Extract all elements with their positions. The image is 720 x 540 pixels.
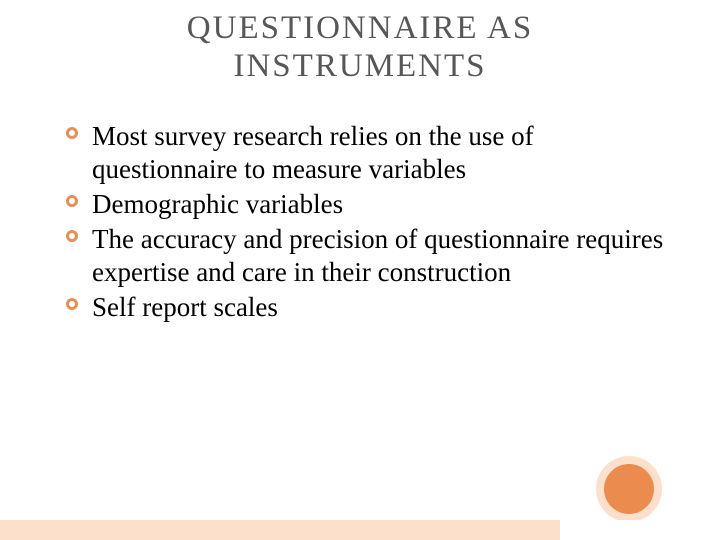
title-line-2: INSTRUMENTS	[233, 48, 486, 84]
list-item: Demographic variables	[66, 188, 672, 221]
list-item-text: Most survey research relies on the use o…	[92, 121, 534, 184]
ring-bullet-icon	[66, 127, 78, 139]
ring-bullet-icon	[66, 230, 78, 242]
list-item: Most survey research relies on the use o…	[66, 120, 672, 186]
list-item-text: Self report scales	[92, 292, 278, 322]
footer-bar-right	[560, 520, 720, 540]
slide: QUESTIONNAIRE AS INSTRUMENTS Most survey…	[0, 0, 720, 540]
footer-bar	[0, 520, 720, 540]
list-item-text: Demographic variables	[92, 189, 343, 219]
slide-body: Most survey research relies on the use o…	[0, 86, 720, 324]
ring-bullet-icon	[66, 195, 78, 207]
list-item: The accuracy and precision of questionna…	[66, 223, 672, 289]
list-item-text: The accuracy and precision of questionna…	[92, 224, 663, 287]
slide-title: QUESTIONNAIRE AS INSTRUMENTS	[0, 0, 720, 86]
decorative-circle-inner	[604, 464, 654, 514]
footer-bar-left	[0, 520, 560, 540]
ring-bullet-icon	[66, 298, 78, 310]
title-line-1: QUESTIONNAIRE AS	[187, 10, 533, 46]
list-item: Self report scales	[66, 291, 672, 324]
